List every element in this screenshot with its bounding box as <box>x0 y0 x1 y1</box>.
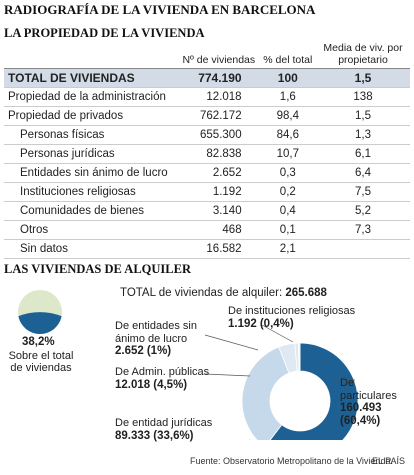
brand: EL PAÍS <box>372 456 406 466</box>
table-row: Propiedad de la administración 12.018 1,6 1… <box>4 87 410 107</box>
table-cell: 16.582 <box>178 239 260 259</box>
category-label: De entidad jurídicas <box>115 417 213 429</box>
table-cell: Propiedad de privados <box>4 106 178 126</box>
table-cell: 0,1 <box>259 220 316 240</box>
category-label: De particulares <box>340 377 397 402</box>
table-cell: Otros <box>4 220 178 240</box>
page-title: RADIOGRAFÍA DE LA VIVIENDA EN BARCELONA <box>4 2 316 17</box>
property-table: Nº de viviendas% del total Media de viv. … <box>4 42 410 259</box>
table-row: Instituciones religiosas 1.192 0,2 7,5 <box>4 182 410 202</box>
table-cell: 1,6 <box>259 87 316 107</box>
percent-label: (33,6%) <box>153 429 194 442</box>
leader-line <box>204 373 251 377</box>
table-cell: 1,5 <box>316 68 410 88</box>
table-row: Propiedad de privados 762.172 98,4 1,5 <box>4 106 410 126</box>
table-row: Sin datos 16.582 2,1 <box>4 239 410 259</box>
value-label: 12.018 <box>115 378 151 391</box>
share-caption: Sobre el total de viviendas <box>8 350 74 374</box>
table-row: Entidades sin ánimo de lucro 2.652 0,3 6,4 <box>4 163 410 183</box>
section-title: LAS VIVIENDAS DE ALQUILER <box>4 262 191 276</box>
table-cell: 774.190 <box>178 68 260 88</box>
leader-line <box>204 334 259 351</box>
table-cell: 6,1 <box>316 144 410 164</box>
table-row: Comunidades de bienes 3.140 0,4 5,2 <box>4 201 410 221</box>
percent-label: (1%) <box>146 345 172 357</box>
table-cell: 0,3 <box>259 163 316 183</box>
table-cell: 6,4 <box>316 163 410 183</box>
header-cell: Nº de viviendas <box>178 42 260 69</box>
total: TOTAL de viviendas de alquiler: 265.688 <box>120 287 327 299</box>
table-cell: 1.192 <box>178 182 260 202</box>
table-cell: Personas jurídicas <box>4 144 178 164</box>
table-cell: 7,3 <box>316 220 410 240</box>
table-cell: Personas físicas <box>4 125 178 145</box>
donut-label: De entidades sin ánimo de lucro 2.652 (1%… <box>115 320 210 358</box>
share-fill <box>18 312 62 334</box>
table-cell: Entidades sin ánimo de lucro <box>4 163 178 183</box>
table-cell: 0,2 <box>259 182 316 202</box>
donut-segment <box>241 346 290 440</box>
total-label: TOTAL de viviendas de alquiler: <box>120 287 283 299</box>
table-cell: 100 <box>259 68 316 88</box>
source: Fuente: Observatorio Metropolitano de la… <box>190 456 393 466</box>
table-cell: 2,1 <box>259 239 316 259</box>
total-value: 265.688 <box>285 287 327 299</box>
header-cell <box>4 42 178 69</box>
table-row: Otros 468 0,1 7,3 <box>4 220 410 240</box>
table-cell: TOTAL DE VIVIENDAS <box>4 68 178 88</box>
table-cell: 84,6 <box>259 125 316 145</box>
value-label: 89.333 <box>115 429 151 442</box>
percent-label: (0,4%) <box>259 317 294 330</box>
table-cell: 655.300 <box>178 125 260 145</box>
section-title: LA PROPIEDAD DE LA VIVIENDA <box>4 26 205 40</box>
donut-label: De Admin. públicas 12.018 (4,5%) <box>115 366 215 391</box>
donut-segment <box>297 342 301 372</box>
table-row: TOTAL DE VIVIENDAS 774.190 100 1,5 <box>4 68 410 88</box>
table-row: Personas físicas 655.300 84,6 1,3 <box>4 125 410 145</box>
category-label: De instituciones religiosas <box>228 305 356 317</box>
percent-label: (4,5%) <box>153 378 188 391</box>
table-cell: 762.172 <box>178 106 260 126</box>
table-cell: 7,5 <box>316 182 410 202</box>
value-label: 1.192 <box>228 317 257 330</box>
category-label: De entidades sin ánimo de lucro <box>115 320 197 345</box>
table-cell: 1,3 <box>316 125 410 145</box>
table-cell: 0,4 <box>259 201 316 221</box>
table-cell: 138 <box>316 87 410 107</box>
table-cell: 2.652 <box>178 163 260 183</box>
table-cell: 12.018 <box>178 87 260 107</box>
table-cell <box>316 239 410 259</box>
value-label: 160.493 <box>340 402 382 414</box>
percent-label: (60,4%) <box>340 414 381 427</box>
table-cell: 10,7 <box>259 144 316 164</box>
table-cell: 468 <box>178 220 260 240</box>
table-cell: 98,4 <box>259 106 316 126</box>
table-cell: Sin datos <box>4 239 178 259</box>
share-label: 38,2% <box>22 336 55 348</box>
donut-label: De particulares 160.493 (60,4%) <box>340 377 410 427</box>
table-cell: Instituciones religiosas <box>4 182 178 202</box>
donut-label: De entidad jurídicas 89.333 (33,6%) <box>115 417 225 442</box>
value-label: 2.652 <box>115 345 144 357</box>
donut-label: De instituciones religiosas 1.192 (0,4%) <box>228 305 388 330</box>
table-cell: 5,2 <box>316 201 410 221</box>
leader-line <box>261 324 294 343</box>
header-cell: Media de viv. por propietario <box>316 42 410 69</box>
donut-segment <box>269 342 359 440</box>
table-cell: 82.838 <box>178 144 260 164</box>
table-cell: 3.140 <box>178 201 260 221</box>
table-cell: Propiedad de la administración <box>4 87 178 107</box>
table-cell: 1,5 <box>316 106 410 126</box>
charts <box>18 290 359 440</box>
table-cell: Comunidades de bienes <box>4 201 178 221</box>
table-row: Personas jurídicas 82.838 10,7 6,1 <box>4 144 410 164</box>
header-cell: % del total <box>259 42 316 69</box>
category-label: De Admin. públicas <box>115 366 210 378</box>
